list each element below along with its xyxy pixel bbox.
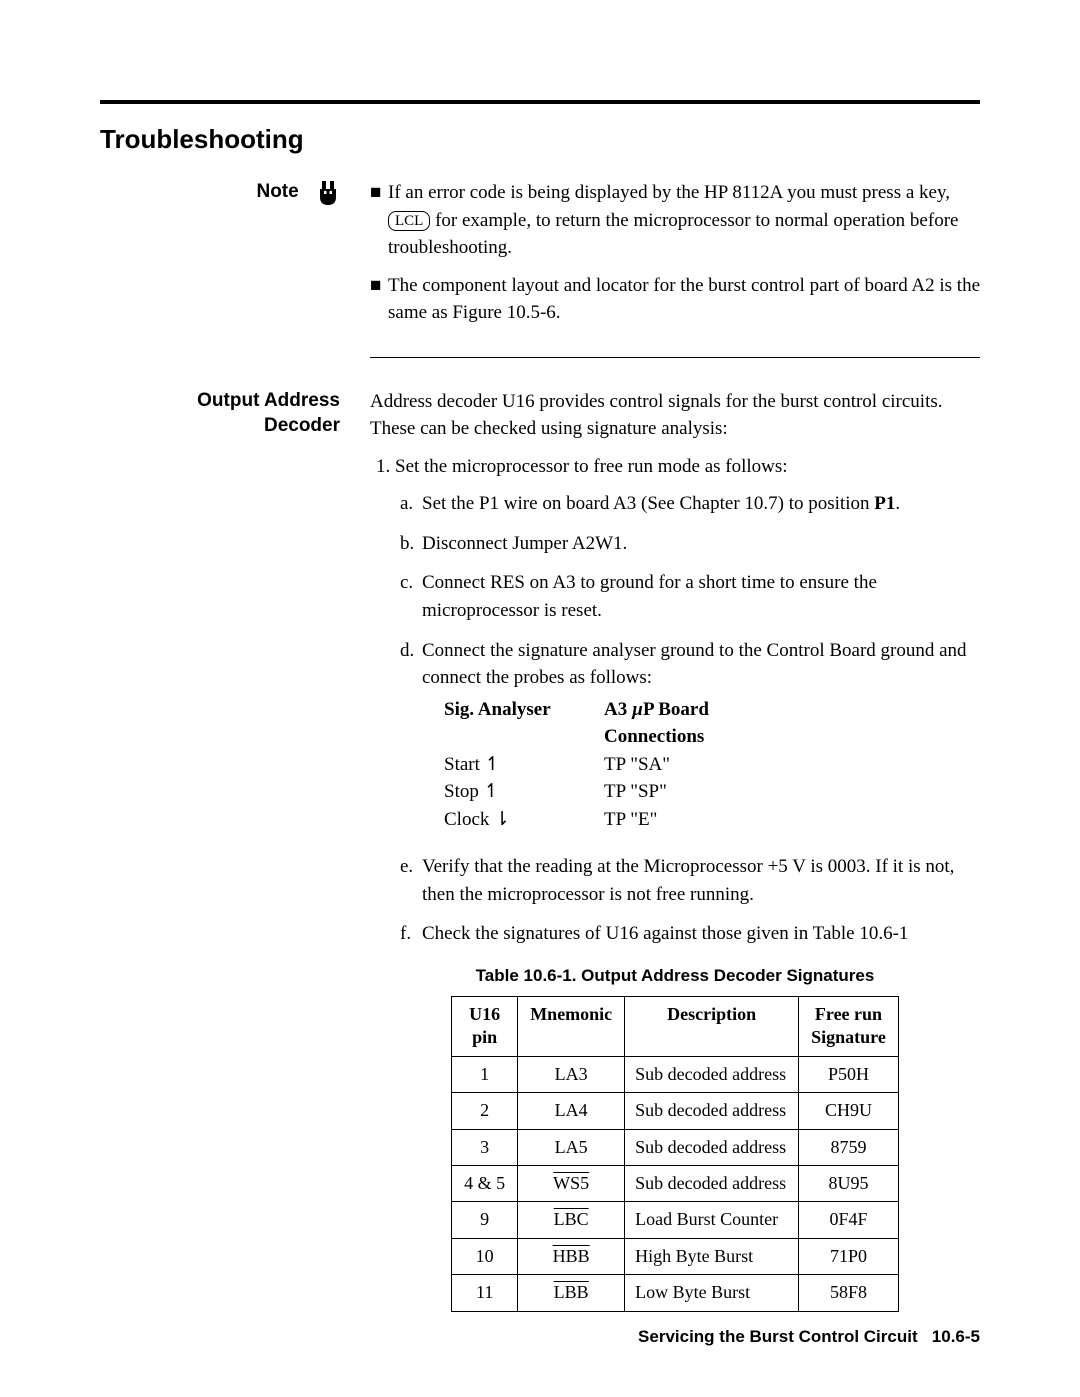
sig-h2: A3 µP BoardConnections bbox=[604, 696, 980, 751]
table-row: 10HBBHigh Byte Burst71P0 bbox=[452, 1238, 899, 1274]
sub-a: Set the P1 wire on board A3 (See Chapter… bbox=[422, 490, 980, 518]
table-row: 9LBCLoad Burst Counter0F4F bbox=[452, 1202, 899, 1238]
sub-e-letter: e. bbox=[400, 853, 422, 908]
sig-h1: Sig. Analyser bbox=[444, 696, 604, 751]
sig-row: Clock ⇂ TP "E" bbox=[444, 806, 980, 834]
note-bullet-1: If an error code is being displayed by t… bbox=[388, 179, 980, 262]
signatures-table: U16pin Mnemonic Description Free runSign… bbox=[451, 996, 899, 1312]
sub-a-letter: a. bbox=[400, 490, 422, 518]
decoder-heading: Output AddressDecoder bbox=[100, 388, 370, 1312]
note-bullet-2: The component layout and locator for the… bbox=[388, 272, 980, 327]
sub-f-letter: f. bbox=[400, 920, 422, 948]
note-icon bbox=[316, 179, 340, 207]
table-caption: Table 10.6-1. Output Address Decoder Sig… bbox=[370, 966, 980, 986]
th-desc: Description bbox=[625, 997, 799, 1057]
bullet-marker: ■ bbox=[370, 179, 388, 262]
section-title: Troubleshooting bbox=[100, 124, 980, 155]
sub-c-letter: c. bbox=[400, 569, 422, 624]
note-label-col: Note bbox=[100, 179, 370, 337]
th-mnemonic: Mnemonic bbox=[518, 997, 625, 1057]
step-1: 1. Set the microprocessor to free run mo… bbox=[376, 453, 980, 481]
table-row: 11LBBLow Byte Burst58F8 bbox=[452, 1275, 899, 1311]
sub-b: Disconnect Jumper A2W1. bbox=[422, 530, 980, 558]
sub-d: Connect the signature analyser ground to… bbox=[422, 637, 980, 842]
decoder-intro: Address decoder U16 provides control sig… bbox=[370, 388, 980, 443]
sub-f: Check the signatures of U16 against thos… bbox=[422, 920, 980, 948]
sub-e: Verify that the reading at the Microproc… bbox=[422, 853, 980, 908]
page-footer: Servicing the Burst Control Circuit 10.6… bbox=[638, 1327, 980, 1347]
bullet-marker: ■ bbox=[370, 272, 388, 327]
keycap-lcl: LCL bbox=[388, 211, 430, 231]
table-row: 1LA3Sub decoded addressP50H bbox=[452, 1056, 899, 1092]
table-row: 3LA5Sub decoded address8759 bbox=[452, 1129, 899, 1165]
note-label: Note bbox=[256, 181, 298, 202]
table-row: 2LA4Sub decoded addressCH9U bbox=[452, 1093, 899, 1129]
table-row: 4 & 5WS5Sub decoded address8U95 bbox=[452, 1165, 899, 1201]
th-sig: Free runSignature bbox=[799, 997, 899, 1057]
sig-analyser-table: Sig. Analyser A3 µP BoardConnections Sta… bbox=[444, 696, 980, 834]
sub-d-letter: d. bbox=[400, 637, 422, 842]
sig-row: Stop ↿ TP "SP" bbox=[444, 778, 980, 806]
sub-c: Connect RES on A3 to ground for a short … bbox=[422, 569, 980, 624]
th-pin: U16pin bbox=[452, 997, 518, 1057]
sub-b-letter: b. bbox=[400, 530, 422, 558]
sig-row: Start ↿ TP "SA" bbox=[444, 751, 980, 779]
